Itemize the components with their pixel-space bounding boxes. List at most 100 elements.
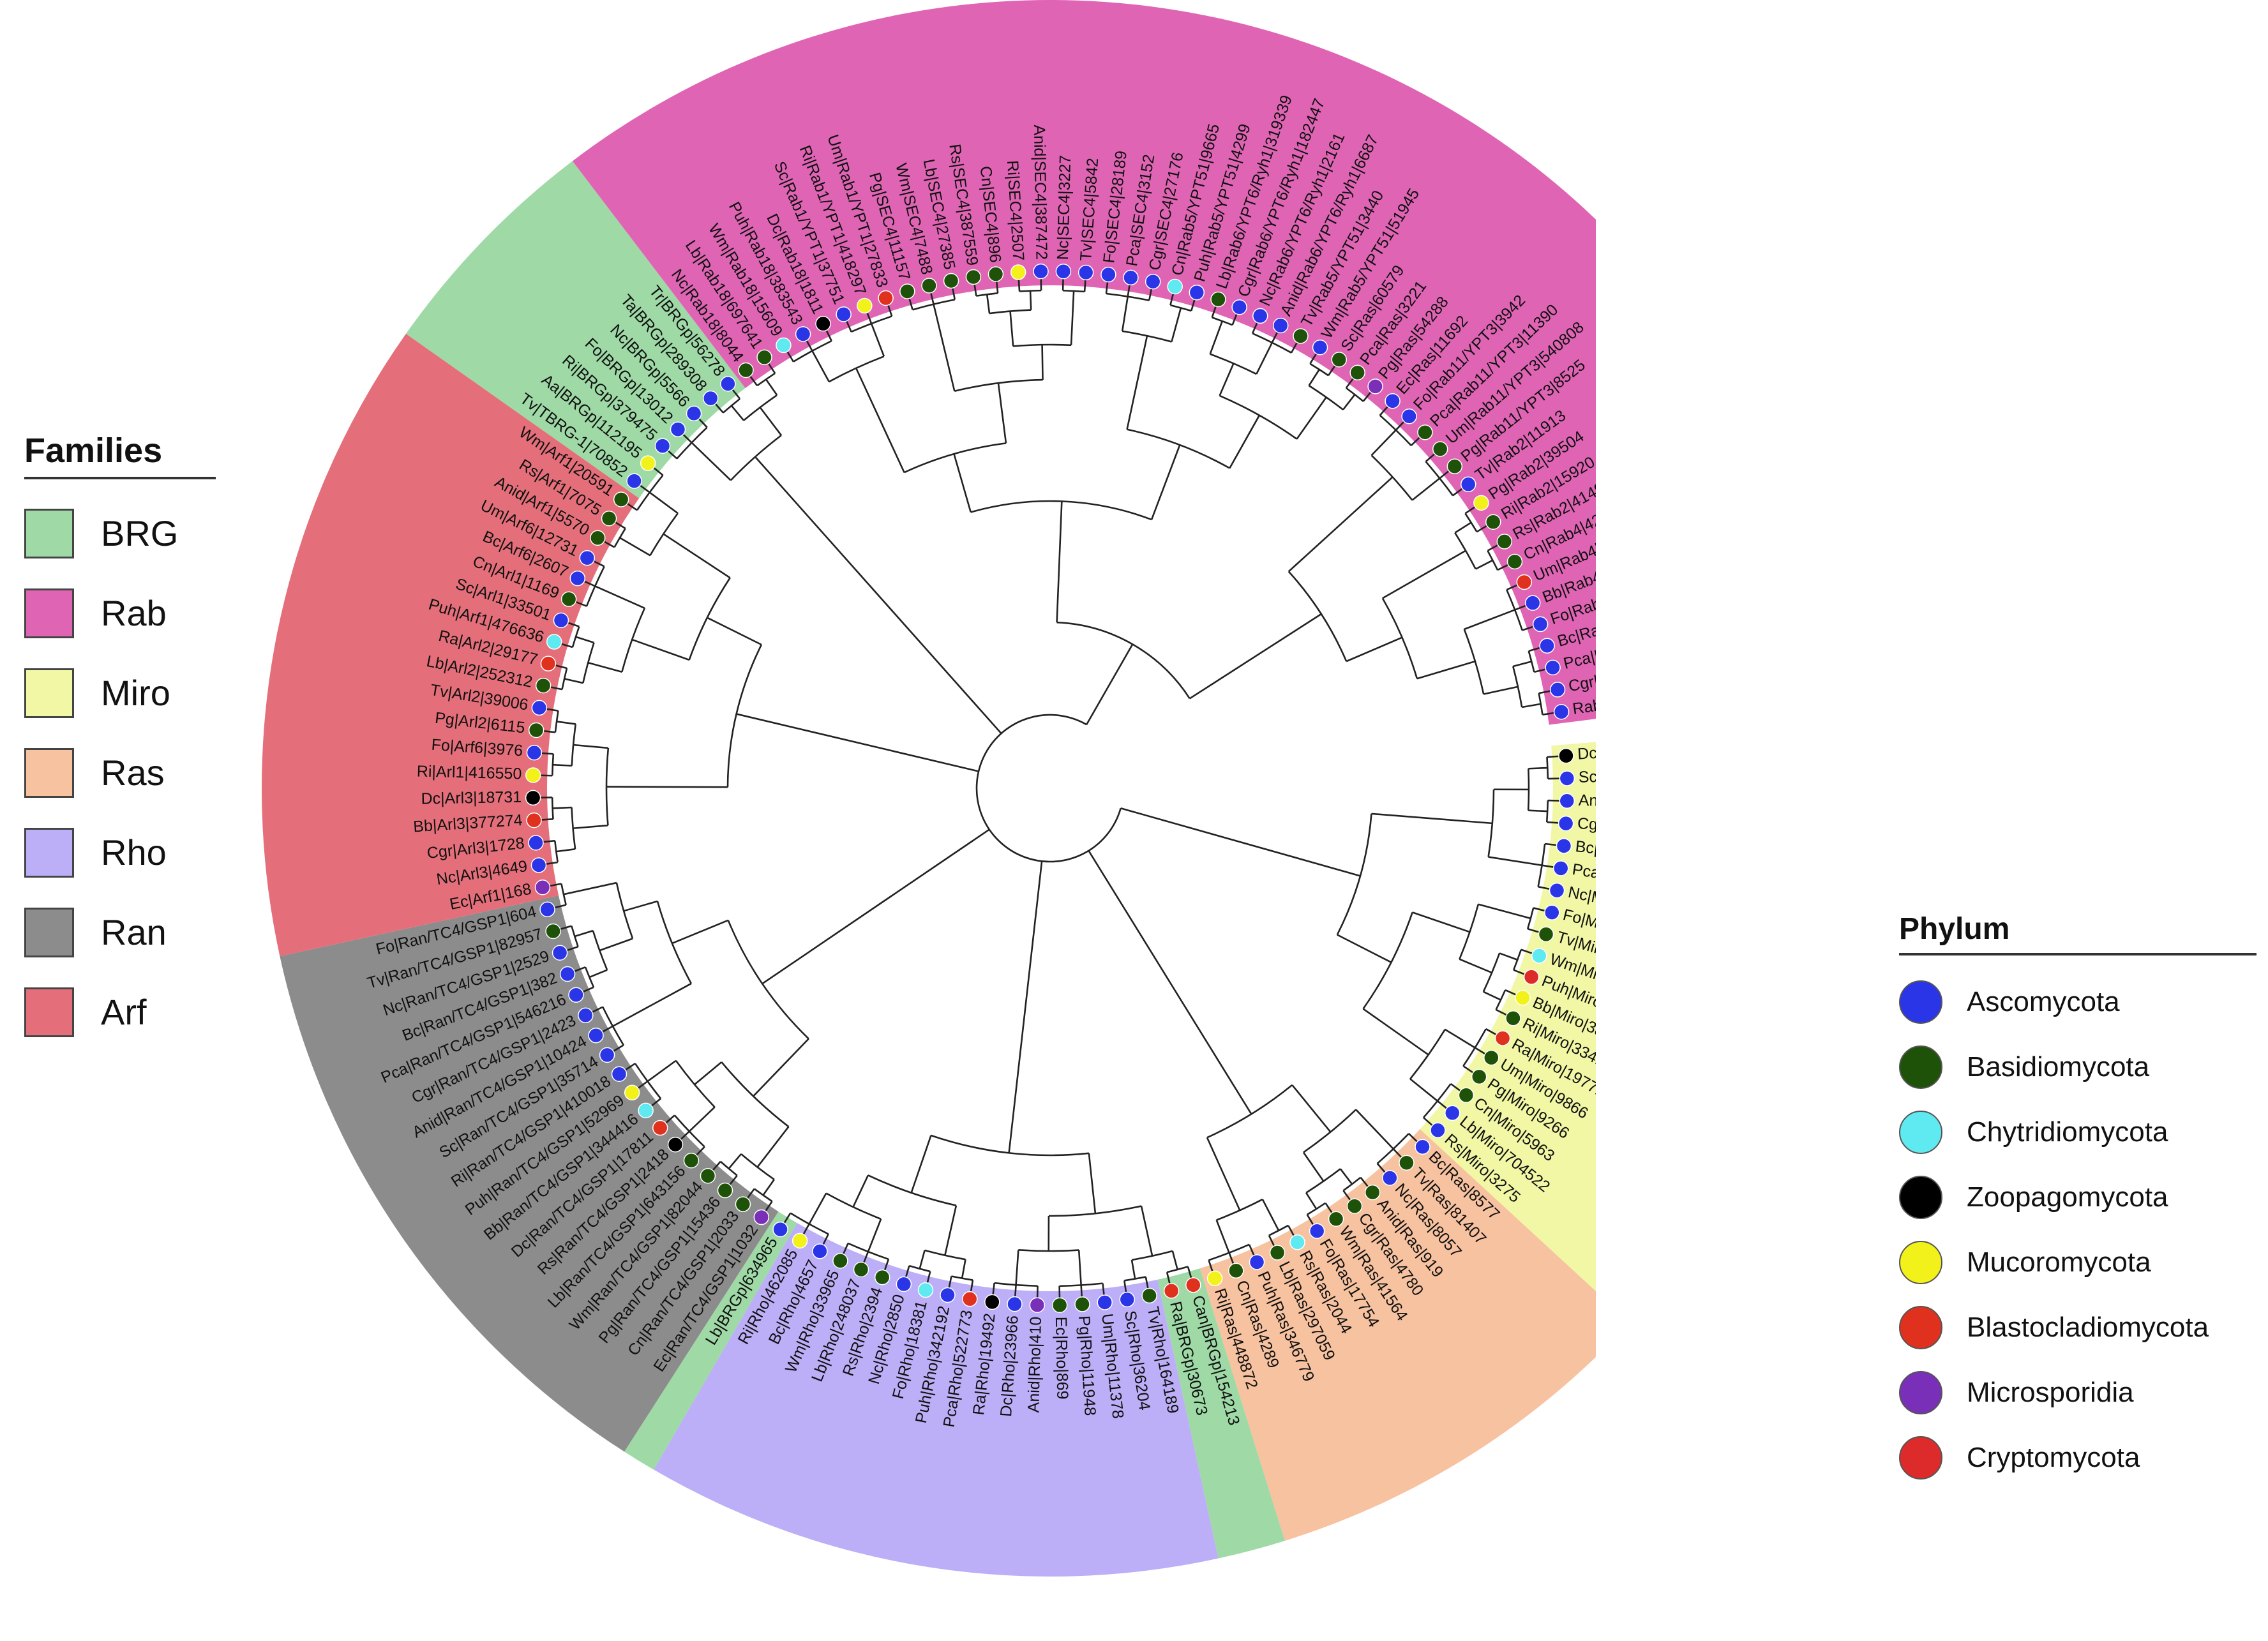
tip-dot	[940, 1287, 956, 1303]
branch-line	[589, 969, 608, 978]
tip-dot	[776, 337, 792, 354]
branch-line	[574, 929, 594, 938]
tip-dot	[753, 1209, 770, 1225]
tip-dot	[815, 315, 831, 332]
tip-dot	[1559, 770, 1575, 786]
branch-arc	[1526, 908, 1535, 929]
tip-dot	[568, 987, 584, 1003]
tip-dot	[683, 1153, 700, 1169]
branch-arc	[1122, 330, 1172, 343]
branch-arc	[592, 930, 608, 971]
legend-item-rho: Rho	[24, 813, 216, 892]
tip-dot	[1549, 882, 1565, 899]
tip-dot	[1432, 441, 1448, 457]
tip-dot	[1458, 1087, 1475, 1104]
branch-arc	[989, 309, 1032, 315]
branch-line	[594, 585, 645, 609]
branch-line	[1464, 609, 1515, 631]
branch-arc	[726, 644, 763, 788]
tip-dot	[1385, 393, 1401, 409]
branch-line	[1041, 345, 1044, 380]
leaf-label: Ec|Rho|869	[1052, 1317, 1071, 1400]
tip-dot	[590, 530, 606, 546]
branch-line	[1337, 934, 1392, 963]
branch-arc	[1454, 532, 1476, 570]
tip-dots	[525, 263, 1575, 1314]
branch-line	[1229, 415, 1260, 469]
legend-item-ran: Ran	[24, 892, 216, 972]
tip-dot	[965, 269, 982, 285]
branch-arc	[1210, 353, 1257, 375]
branch-line	[1171, 308, 1182, 342]
branch-arc	[1336, 813, 1372, 936]
tip-dot	[1549, 682, 1566, 698]
tip-dot	[1445, 1105, 1461, 1121]
tip-dot	[1532, 616, 1549, 633]
branch-line	[694, 1061, 723, 1086]
tip-dot	[1231, 299, 1247, 315]
branch-line	[612, 982, 692, 1028]
leaf-label: Anid|SEC4|387472	[1030, 124, 1051, 260]
tip-dot	[624, 1084, 640, 1101]
branch-line	[1078, 1250, 1082, 1285]
branch-arc	[1409, 1029, 1446, 1080]
tip-dot	[1473, 495, 1489, 511]
branch-line	[1189, 613, 1322, 700]
branch-arc	[554, 841, 559, 863]
branch-arc	[1056, 621, 1190, 700]
tip-dot	[1559, 793, 1575, 809]
tip-dot	[1078, 264, 1094, 281]
branch-arc	[756, 372, 776, 387]
branch-arc	[1545, 800, 1549, 823]
branch-line	[1008, 861, 1043, 1153]
family-sector	[405, 161, 746, 498]
branch-line	[1126, 335, 1148, 430]
tip-dot	[1185, 1277, 1201, 1293]
branch-arc	[1166, 1266, 1189, 1273]
branch-line	[728, 1153, 742, 1169]
tip-dot	[540, 656, 557, 671]
branch-line	[1445, 1028, 1476, 1049]
tip-dot	[1471, 1068, 1487, 1085]
tip-dot	[626, 473, 642, 489]
branch-line	[1140, 1206, 1153, 1256]
tip-dot	[1523, 969, 1540, 985]
branch-arc	[904, 442, 1007, 474]
branch-arc	[585, 566, 605, 607]
tip-dot	[1346, 1198, 1363, 1214]
branch-line	[1029, 290, 1032, 310]
tip-dot	[812, 1243, 828, 1259]
branch-arc	[976, 292, 998, 297]
branch-arc	[1216, 1198, 1263, 1221]
branch-line	[986, 294, 991, 314]
tip-dot	[1010, 264, 1026, 280]
legend-item-miro: Miro	[24, 653, 216, 733]
legend-swatch-ran	[24, 907, 74, 957]
tip-dot	[1531, 948, 1547, 964]
legend-item-ascomycota: Ascomycota	[1899, 970, 2257, 1035]
legend-label-blastocladiomycota: Blastocladiomycota	[1967, 1312, 2209, 1343]
tip-dot	[874, 1269, 890, 1285]
tip-dot	[667, 1136, 684, 1153]
branch-line	[564, 678, 583, 684]
legend-swatch-brg	[24, 508, 74, 558]
tip-dot	[1309, 1223, 1325, 1239]
tip-dot	[552, 945, 568, 961]
branch-arc	[1527, 768, 1530, 811]
phylum-legend: Phylum Ascomycota Basidiomycota Chytridi…	[1899, 911, 2257, 1490]
branch-arc	[743, 394, 777, 421]
branch-arc	[1482, 952, 1501, 993]
branch-line	[1483, 686, 1519, 695]
branch-arc	[970, 500, 1152, 521]
branch-arc	[727, 920, 809, 1040]
branch-line	[1342, 394, 1356, 410]
tip-dot	[530, 857, 547, 873]
legend-item-blastocladiomycota: Blastocladiomycota	[1899, 1295, 2257, 1360]
branch-arc	[931, 1134, 1089, 1157]
branch-line	[1512, 661, 1532, 668]
branch-arc	[1219, 394, 1298, 440]
tip-dot	[1367, 378, 1383, 394]
legend-item-cryptomycota: Cryptomycota	[1899, 1425, 2257, 1490]
branch-arc	[1459, 904, 1480, 960]
branch-line	[606, 786, 728, 788]
